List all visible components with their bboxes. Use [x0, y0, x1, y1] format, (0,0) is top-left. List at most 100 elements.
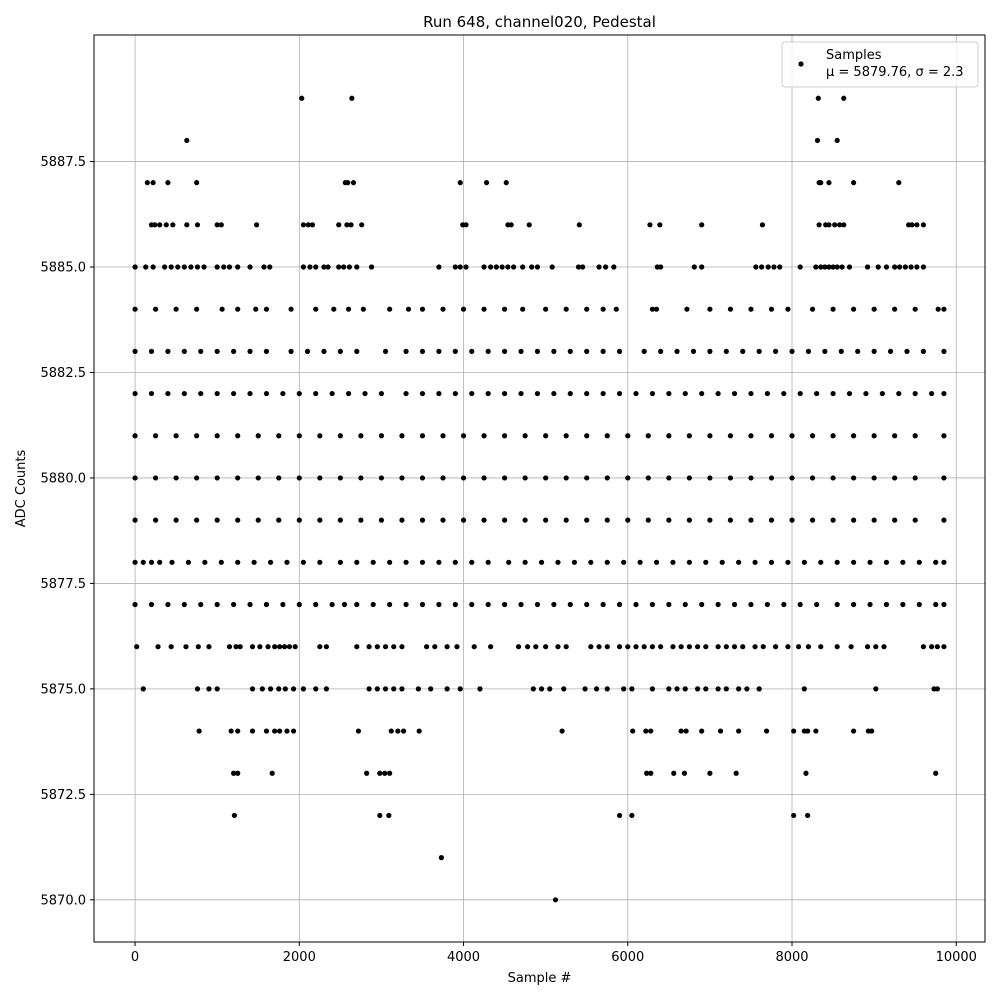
data-point — [707, 475, 713, 481]
data-point — [543, 433, 549, 439]
data-point — [916, 601, 922, 608]
data-point — [501, 306, 508, 312]
data-point — [255, 475, 261, 481]
data-point — [896, 390, 902, 397]
data-point — [280, 390, 286, 397]
data-point — [485, 559, 491, 565]
data-point — [814, 137, 821, 144]
data-point — [838, 348, 844, 354]
data-point — [307, 264, 313, 270]
data-point — [387, 770, 393, 776]
data-point — [809, 517, 816, 523]
data-point — [719, 559, 725, 565]
data-point — [194, 306, 200, 312]
data-point — [284, 559, 290, 565]
data-point — [226, 264, 233, 270]
data-point — [789, 475, 795, 481]
data-point — [900, 601, 906, 608]
data-points — [132, 95, 947, 903]
data-point — [292, 644, 298, 650]
chart-title: Run 648, channel020, Pedestal — [423, 13, 656, 31]
data-point — [313, 686, 319, 692]
data-point — [914, 264, 920, 270]
data-point — [670, 644, 676, 650]
data-point — [281, 644, 288, 650]
data-point — [920, 264, 927, 270]
data-point — [235, 728, 241, 734]
data-point — [214, 517, 220, 523]
data-point — [377, 770, 383, 776]
data-point — [518, 390, 524, 397]
data-point — [354, 644, 360, 650]
data-point — [299, 95, 305, 101]
data-point — [132, 264, 138, 270]
data-point — [552, 897, 559, 903]
data-point — [643, 728, 649, 734]
data-point — [255, 517, 261, 523]
data-point — [440, 475, 446, 481]
data-point — [933, 601, 939, 608]
data-point — [538, 686, 545, 692]
data-point — [559, 728, 565, 734]
data-point — [649, 601, 656, 608]
data-point — [249, 644, 256, 650]
data-point — [194, 475, 200, 481]
data-point — [508, 222, 514, 228]
data-point — [267, 559, 274, 565]
data-point — [501, 601, 508, 608]
data-point — [863, 390, 869, 397]
data-point — [809, 306, 816, 312]
data-point — [526, 222, 532, 228]
axis-ticks: 0 2000 4000 6000 8000 10000 5870.0 5872.5 5875.0… — [41, 155, 977, 965]
data-point — [436, 601, 442, 608]
data-point — [691, 264, 697, 270]
data-point — [867, 601, 873, 608]
data-point — [648, 770, 654, 776]
data-point — [933, 559, 939, 565]
data-point — [830, 517, 836, 523]
data-point — [604, 559, 610, 565]
data-point — [567, 348, 573, 354]
data-point — [403, 559, 409, 565]
data-point — [374, 644, 380, 650]
data-point — [785, 644, 791, 650]
data-point — [892, 475, 898, 481]
data-point — [485, 601, 491, 608]
data-point — [681, 770, 688, 776]
data-point — [657, 222, 663, 228]
data-point — [630, 728, 636, 734]
data-point — [935, 306, 941, 312]
data-point — [641, 348, 647, 354]
data-point — [826, 264, 832, 270]
data-point — [188, 264, 194, 270]
data-point — [768, 433, 775, 439]
data-point — [388, 728, 394, 734]
data-point — [803, 770, 809, 776]
data-point — [253, 306, 259, 312]
data-point — [538, 559, 545, 565]
data-point — [296, 601, 302, 608]
data-point — [834, 137, 840, 144]
data-point — [561, 686, 567, 692]
data-point — [873, 686, 879, 692]
data-point — [855, 348, 861, 354]
data-point — [814, 601, 820, 608]
data-point — [912, 306, 918, 312]
data-point — [235, 559, 241, 565]
data-point — [436, 264, 442, 270]
data-point — [481, 475, 487, 481]
data-point — [350, 180, 357, 186]
data-point — [789, 517, 795, 523]
data-point — [368, 264, 375, 270]
data-point — [132, 475, 138, 481]
data-point — [321, 348, 327, 354]
data-point — [501, 433, 508, 439]
data-point — [830, 264, 836, 270]
data-point — [349, 95, 355, 101]
data-point — [875, 264, 881, 270]
y-tick-label: 5882.5 — [41, 366, 87, 381]
data-point — [908, 264, 914, 270]
data-point — [941, 433, 947, 439]
data-point — [152, 306, 159, 312]
data-point — [336, 264, 342, 270]
